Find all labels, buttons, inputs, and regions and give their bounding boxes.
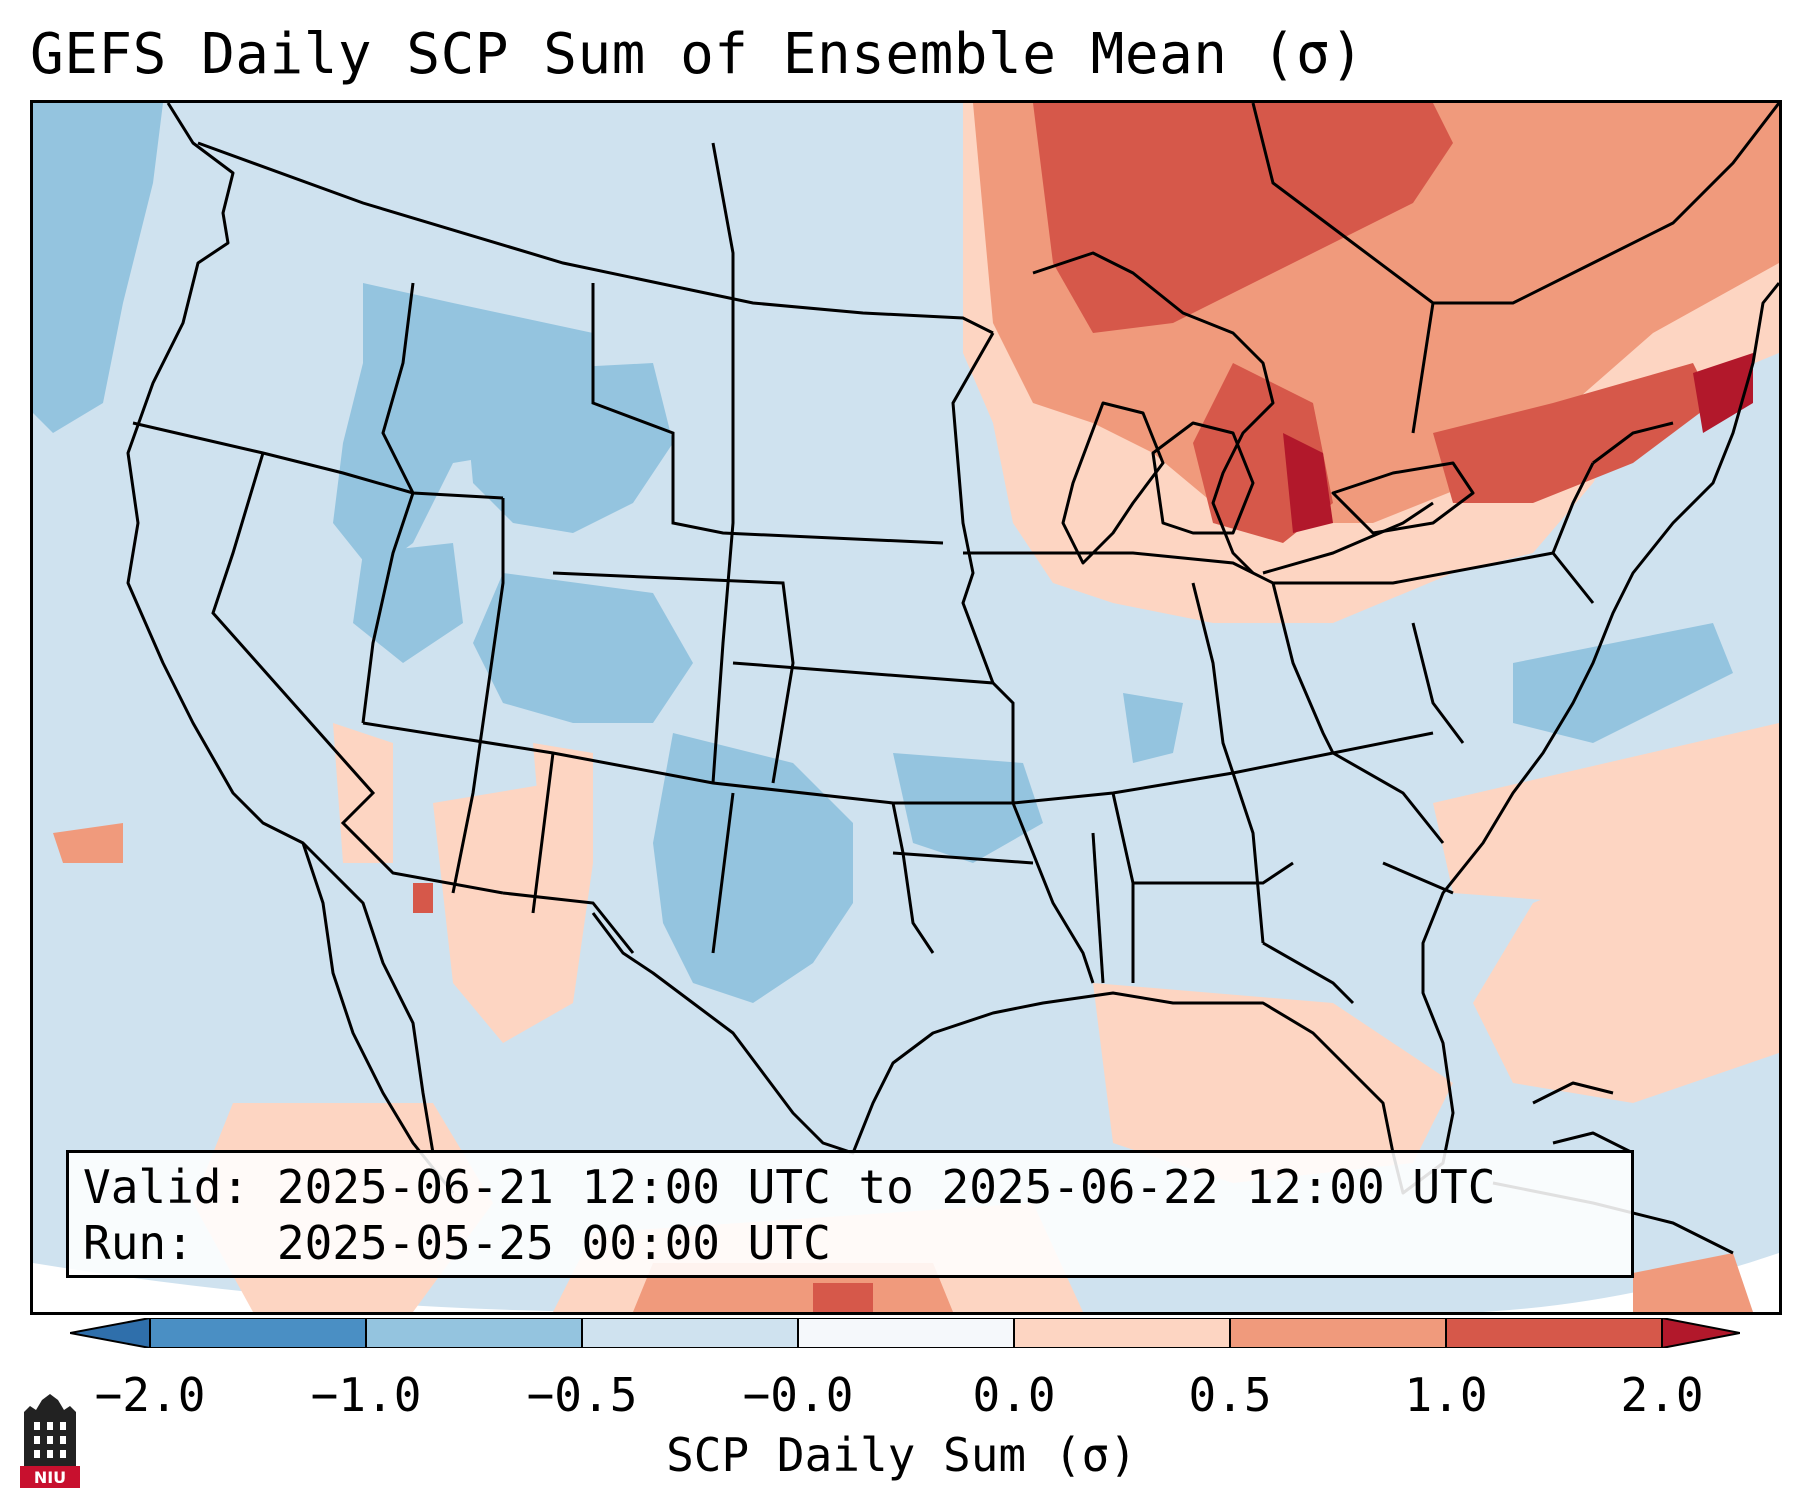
colorbar-tick: −1.0	[310, 1368, 422, 1422]
niu-logo-text: NIU	[34, 1468, 66, 1487]
run-value: 2025-05-25 00:00 UTC	[276, 1216, 831, 1270]
coastline-outline	[126, 103, 1779, 1255]
map-panel	[30, 100, 1782, 1315]
colorbar-tick: 2.0	[1620, 1368, 1704, 1422]
colorbar-bin-2	[366, 1318, 582, 1348]
valid-label: Valid:	[83, 1160, 250, 1214]
valid-run-info-box: Valid: 2025-06-21 12:00 UTC to 2025-06-2…	[66, 1150, 1634, 1278]
colorbar-bin-4	[798, 1318, 1014, 1348]
colorbar-tick: −0.5	[526, 1368, 638, 1422]
colorbar-tick: 1.0	[1404, 1368, 1488, 1422]
map-canvas	[33, 103, 1779, 1312]
colorbar-bin-7	[1446, 1318, 1662, 1348]
colorbar-bin-1	[150, 1318, 366, 1348]
positive-anomaly-shading	[53, 103, 1779, 1312]
valid-value: 2025-06-21 12:00 UTC to 2025-06-22 12:00…	[276, 1160, 1496, 1214]
map-title: GEFS Daily SCP Sum of Ensemble Mean (σ)	[30, 22, 1365, 87]
colorbar-bin-6	[1230, 1318, 1446, 1348]
colorbar	[70, 1318, 1740, 1348]
colorbar-tick: 0.5	[1188, 1368, 1272, 1422]
colorbar-label: SCP Daily Sum (σ)	[666, 1428, 1137, 1482]
colorbar-tick: 0.0	[972, 1368, 1056, 1422]
colorbar-bin-5	[1014, 1318, 1230, 1348]
colorbar-tick: −2.0	[94, 1368, 206, 1422]
niu-logo: NIU	[20, 1394, 80, 1488]
state-borders	[132, 103, 1779, 1005]
negative-anomaly-shading	[33, 103, 1733, 1003]
colorbar-extend-high	[1662, 1318, 1740, 1348]
run-label: Run:	[83, 1216, 194, 1270]
colorbar-bin-3	[582, 1318, 798, 1348]
colorbar-tick: −0.0	[742, 1368, 854, 1422]
colorbar-extend-low	[70, 1318, 150, 1348]
